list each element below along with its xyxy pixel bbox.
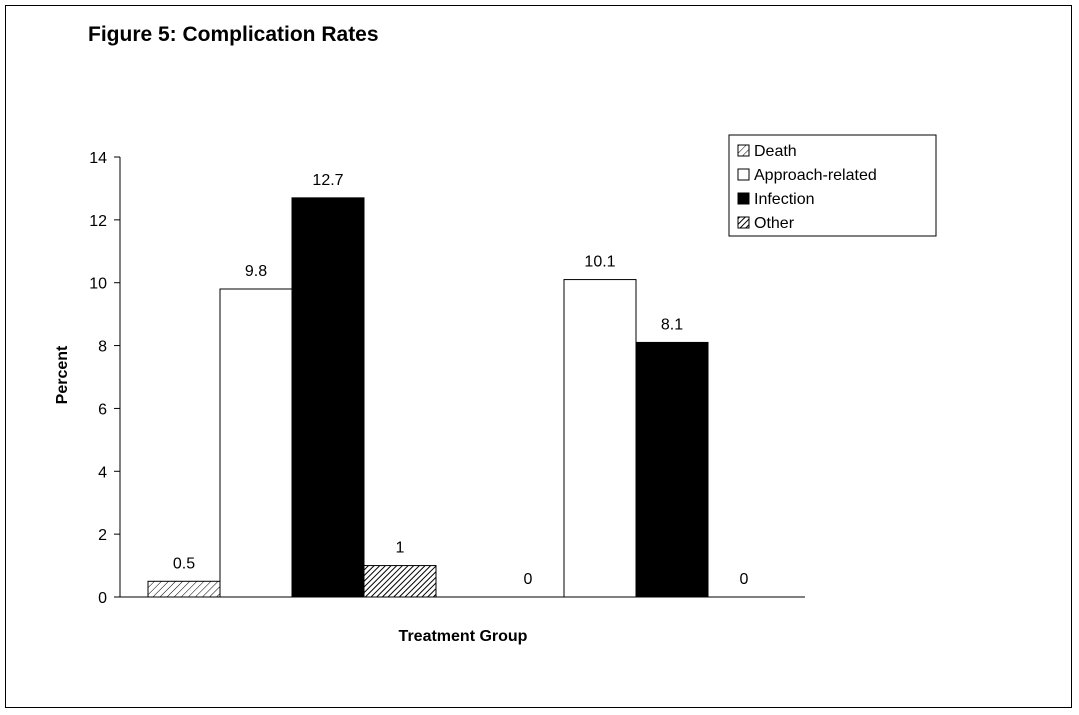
y-axis-label: Percent: [54, 345, 71, 404]
chart-title: Figure 5: Complication Rates: [88, 23, 379, 46]
x-axis-label: Treatment Group: [399, 628, 528, 645]
legend-swatch: [737, 192, 750, 205]
bars: [147, 197, 709, 598]
y-tick-label: 12: [89, 213, 107, 230]
data-label: 8.1: [661, 316, 683, 333]
legend-label: Other: [754, 215, 795, 232]
bar-infection: [635, 341, 709, 598]
legend-swatch: [737, 216, 750, 229]
data-label: 12.7: [312, 172, 343, 189]
y-tick-label: 2: [98, 527, 107, 544]
data-label: 9.8: [245, 263, 267, 280]
legend-label: Approach-related: [754, 167, 877, 184]
data-label: 10.1: [584, 254, 615, 271]
y-tick-label: 8: [98, 339, 107, 356]
bar-approach-related: [563, 279, 637, 598]
y-tick-label: 0: [98, 590, 107, 607]
y-tick-label: 4: [98, 464, 107, 481]
legend-swatch: [737, 168, 750, 181]
y-tick-label: 6: [98, 401, 107, 418]
y-tick-label: 10: [89, 276, 107, 293]
legend-label: Death: [754, 143, 797, 160]
legend-box: [728, 134, 937, 237]
legend-label: Infection: [754, 191, 814, 208]
bar-infection: [291, 197, 365, 598]
legend: Death Approach-related Infection Other: [728, 134, 937, 237]
bar-approach-related: [219, 288, 293, 598]
bar-death: [147, 580, 221, 598]
data-label: 0: [524, 571, 533, 588]
data-label: 1: [396, 540, 405, 557]
legend-swatch: [737, 144, 750, 157]
data-label: 0.5: [173, 555, 195, 572]
y-tick-label: 14: [89, 150, 107, 167]
data-labels: 0.5 0 9.8 10.1 12.7 8.1 1 0: [173, 172, 749, 588]
bar-other: [363, 565, 437, 598]
data-label: 0: [740, 571, 749, 588]
